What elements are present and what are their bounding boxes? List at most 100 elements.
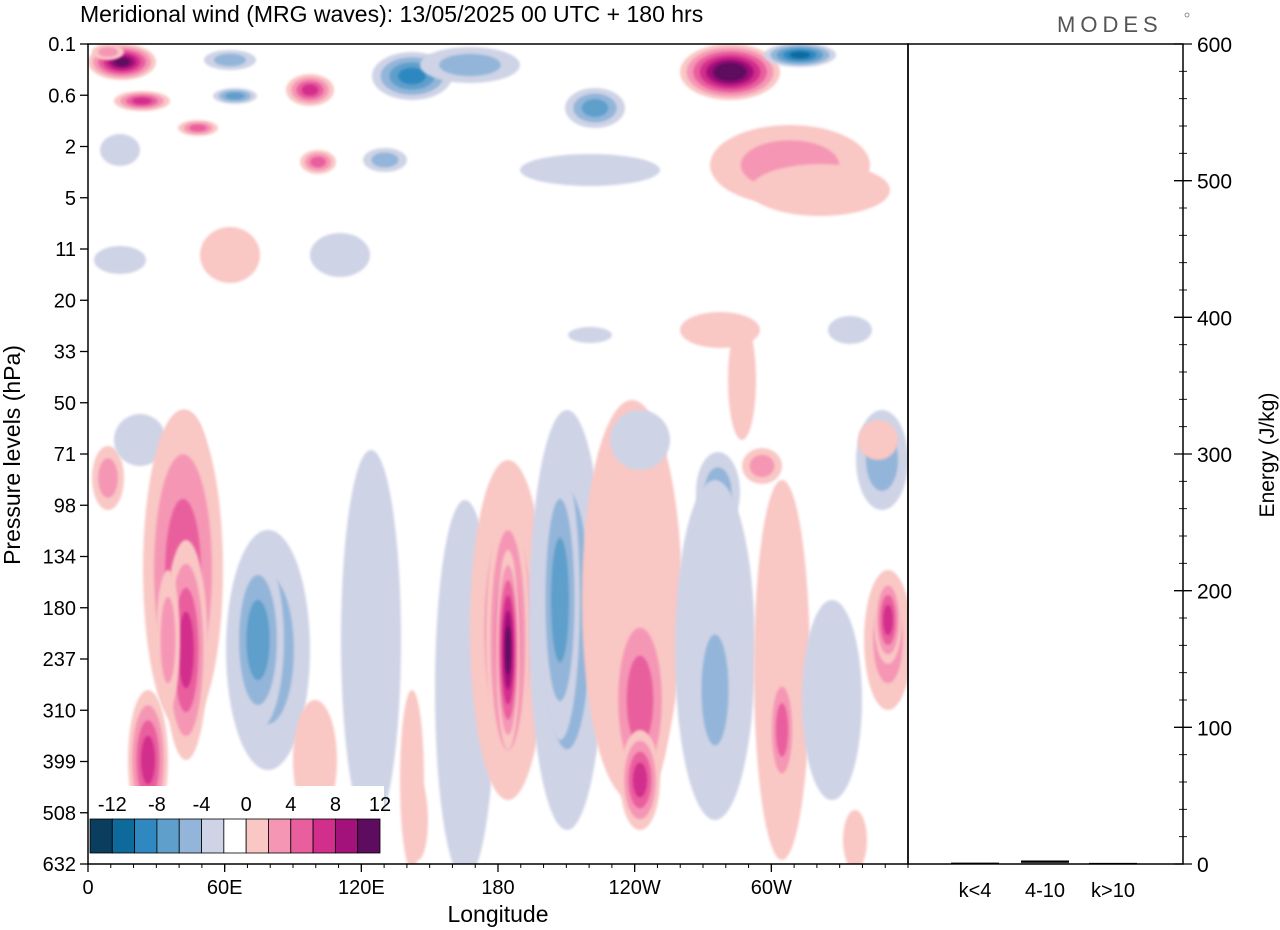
contour-band: [341, 450, 401, 830]
energy-tick-label: 600: [1197, 34, 1232, 57]
contour-band: [789, 51, 811, 59]
energy-category-label: k<4: [959, 880, 992, 902]
colorbar-swatch: [111, 818, 136, 854]
y-tick-label: 98: [54, 495, 76, 517]
contour-band: [775, 703, 789, 757]
contour-band: [749, 454, 775, 478]
energy-tick-label: 100: [1197, 717, 1232, 740]
wind-field: [88, 44, 908, 864]
contour-band: [581, 99, 609, 117]
colorbar-swatch: [334, 818, 359, 854]
colorbar-swatch: [201, 818, 225, 854]
contour-band: [189, 124, 207, 132]
y-tick-label: 5: [65, 188, 76, 210]
energy-axis-label: Energy (J/kg): [1256, 393, 1279, 518]
contour-band: [310, 156, 326, 168]
colorbar-swatch: [223, 818, 247, 854]
y-tick-label: 0.1: [48, 34, 76, 56]
contour-band: [160, 596, 176, 684]
energy-tick-label: 400: [1197, 307, 1232, 330]
energy-tick-label: 300: [1197, 444, 1232, 467]
colorbar: -12 -8 -4 0 4 8 12: [86, 786, 391, 858]
contour-band: [439, 53, 501, 77]
colorbar-swatch: [89, 818, 113, 854]
y-tick-label: 20: [54, 290, 76, 312]
y-tick-label: 180: [43, 598, 76, 620]
contour-band: [701, 634, 729, 746]
contour-band: [141, 735, 155, 785]
colorbar-label: -4: [193, 794, 211, 816]
energy-category-label: k>10: [1091, 880, 1135, 902]
y-tick-label: 0.6: [48, 85, 76, 107]
contour-band: [610, 410, 670, 470]
energy-tick-label: 500: [1197, 171, 1232, 194]
colorbar-label: -12: [98, 794, 127, 816]
contour-band: [828, 316, 872, 344]
chart-title: Meridional wind (MRG waves): 13/05/2025 …: [80, 1, 703, 27]
contour-band: [113, 57, 131, 67]
x-tick-label: 120E: [338, 877, 385, 899]
contour-band: [626, 655, 654, 745]
x-tick-label: 0: [82, 877, 93, 899]
y-tick-label: 632: [43, 854, 76, 876]
colorbar-label: 12: [369, 794, 391, 816]
energy-tick-label: 0: [1197, 854, 1209, 877]
y-tick-label: 399: [43, 752, 76, 774]
colorbar-swatch: [156, 818, 180, 854]
energy-tick-label: 200: [1197, 581, 1232, 604]
modes-logo: MODES: [1057, 12, 1163, 37]
contour-band: [214, 53, 246, 67]
colorbar-swatch: [357, 818, 381, 854]
colorbar-label: -8: [148, 794, 166, 816]
colorbar-label: 0: [241, 794, 252, 816]
contour-band: [505, 625, 511, 675]
contour-band: [728, 320, 756, 440]
contour-band: [200, 227, 260, 283]
contour-band: [568, 327, 612, 343]
x-tick-label: 180: [481, 877, 514, 899]
y-axis-label: Pressure levels (hPa): [0, 345, 25, 565]
contour-band: [883, 604, 893, 636]
contour-band: [520, 154, 660, 186]
contour-band: [310, 233, 370, 277]
y-tick-label: 2: [65, 137, 76, 159]
energy-bars: [951, 860, 1137, 865]
contour-band: [371, 152, 399, 168]
energy-category-labels: k<4 4-10 k>10: [959, 880, 1135, 902]
contour-band: [633, 762, 647, 798]
x-tick-label: 120W: [609, 877, 661, 899]
pressure-axis: 0.1 0.6 2 5 11 20 33 50 71 98 134 180 237 310 399 508 63…: [43, 34, 88, 876]
contour-band: [843, 810, 867, 864]
energy-panel-frame: [907, 43, 1184, 865]
colorbar-swatch: [178, 818, 202, 854]
colorbar-label: 4: [285, 794, 296, 816]
contour-band: [301, 84, 319, 96]
x-axis-label: Longitude: [447, 901, 548, 927]
y-tick-label: 310: [43, 700, 76, 722]
y-tick-label: 33: [54, 342, 76, 364]
y-tick-label: 237: [43, 649, 76, 671]
colorbar-swatch: [268, 818, 292, 854]
contour-band: [246, 600, 270, 680]
y-tick-label: 508: [43, 803, 76, 825]
longitude-axis: 0 60E 120E 180 120W 60W: [82, 864, 909, 899]
energy-category-label: 4-10: [1025, 880, 1065, 902]
x-tick-label: 60W: [751, 877, 792, 899]
contour-band: [398, 67, 426, 85]
colorbar-swatch: [134, 818, 158, 854]
colorbar-swatch: [245, 818, 269, 854]
y-tick-label: 71: [54, 444, 76, 466]
y-tick-label: 134: [43, 547, 76, 569]
y-tick-label: 50: [54, 393, 76, 415]
energy-bar: [1021, 861, 1069, 864]
colorbar-swatch: [290, 818, 314, 854]
x-tick-label: 60E: [207, 877, 243, 899]
colorbar-swatch: [312, 818, 336, 854]
contour-band: [178, 611, 194, 689]
contour-band: [802, 600, 862, 800]
contour-band: [225, 92, 245, 100]
contour-band: [98, 47, 118, 57]
contour-band: [858, 420, 898, 460]
contour-band: [98, 458, 118, 498]
